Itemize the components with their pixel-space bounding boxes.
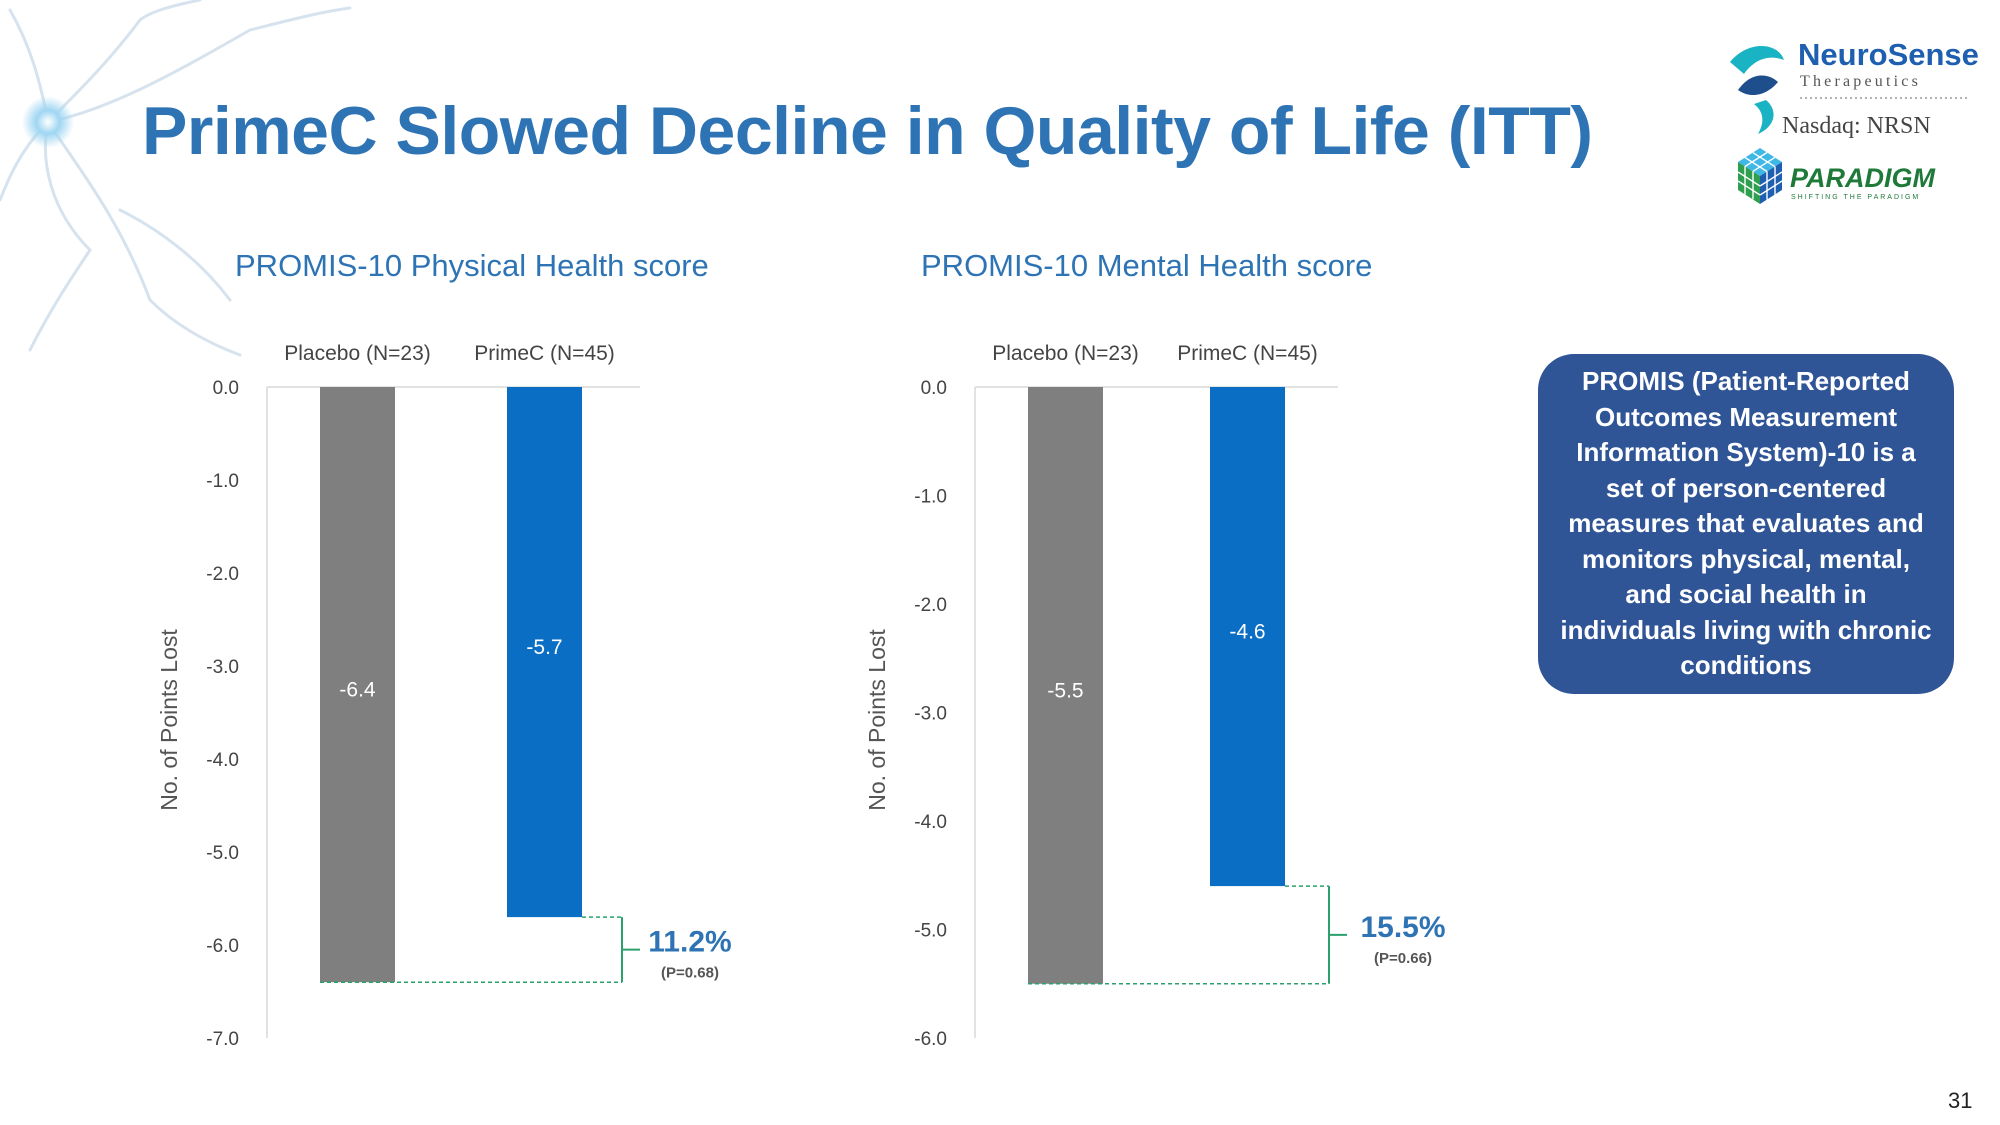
bar-placebo xyxy=(320,387,395,983)
category-label: Placebo (N=23) xyxy=(284,342,431,365)
paradigm-tagline: SHIFTING THE PARADIGM xyxy=(1791,194,1920,201)
y-tick-label: 0.0 xyxy=(213,378,239,399)
y-tick-label: -6.0 xyxy=(206,936,239,957)
p-value: (P=0.68) xyxy=(661,965,719,982)
y-tick-label: -2.0 xyxy=(206,564,239,585)
y-tick-label: 0.0 xyxy=(921,378,947,399)
neurosense-name: NeuroSense xyxy=(1798,37,1978,72)
neurosense-subtitle: Therapeutics xyxy=(1800,73,1921,90)
category-label: PrimeC (N=45) xyxy=(474,342,615,365)
y-tick-label: -1.0 xyxy=(206,471,239,492)
bar-primec xyxy=(1210,387,1285,887)
paradigm-name: PARADIGM xyxy=(1790,163,1936,193)
y-tick-label: -2.0 xyxy=(914,595,947,616)
data-label: -4.6 xyxy=(1229,621,1265,644)
neuron-decoration xyxy=(0,0,352,357)
y-axis-label: No. of Points Lost xyxy=(156,629,182,811)
chart-title-mental: PROMIS-10 Mental Health score xyxy=(921,248,1373,283)
y-tick-label: -3.0 xyxy=(914,704,947,725)
data-label: -5.7 xyxy=(526,636,562,659)
chart-title-physical: PROMIS-10 Physical Health score xyxy=(235,248,709,283)
page-number: 31 xyxy=(1948,1088,1973,1113)
p-value: (P=0.66) xyxy=(1374,950,1432,967)
promis-info-text: PROMIS (Patient-Reported Outcomes Measur… xyxy=(1560,366,1932,681)
mental-health-chart: No. of Points Lost 0.0 -1.0 -2.0 -3.0 -4.0 -5… xyxy=(864,342,1446,1050)
y-axis-label: No. of Points Lost xyxy=(864,629,890,811)
y-tick-label: -4.0 xyxy=(206,750,239,771)
neurosense-logo: NeuroSense Therapeutics xyxy=(1730,37,1978,134)
nasdaq-ticker: Nasdaq: NRSN xyxy=(1782,113,1931,139)
y-tick-label: -1.0 xyxy=(914,487,947,508)
data-label: -6.4 xyxy=(339,679,376,702)
data-label: -5.5 xyxy=(1047,679,1083,702)
category-label: Placebo (N=23) xyxy=(992,342,1139,365)
difference-percent: 11.2% xyxy=(648,926,731,959)
physical-health-chart: No. of Points Lost 0.0 -1.0 -2.0 -3.0 -4.0 -5… xyxy=(156,342,732,1050)
page-title: PrimeC Slowed Decline in Quality of Life… xyxy=(142,93,1593,169)
bar-placebo xyxy=(1028,387,1103,984)
company-logos: NeuroSense Therapeutics PARADIGM SHIFTIN xyxy=(1730,37,1978,204)
y-tick-label: -6.0 xyxy=(914,1029,947,1050)
y-tick-label: -7.0 xyxy=(206,1029,239,1050)
bar-primec xyxy=(507,387,582,918)
paradigm-logo: PARADIGM SHIFTING THE PARADIGM xyxy=(1737,148,1936,204)
category-label: PrimeC (N=45) xyxy=(1177,342,1318,365)
y-tick-label: -4.0 xyxy=(914,812,947,833)
y-tick-label: -5.0 xyxy=(206,843,239,864)
y-tick-label: -3.0 xyxy=(206,657,239,678)
y-tick-label: -5.0 xyxy=(914,921,947,942)
difference-percent: 15.5% xyxy=(1360,911,1445,944)
promis-info-box: PROMIS (Patient-Reported Outcomes Measur… xyxy=(1538,354,1954,694)
